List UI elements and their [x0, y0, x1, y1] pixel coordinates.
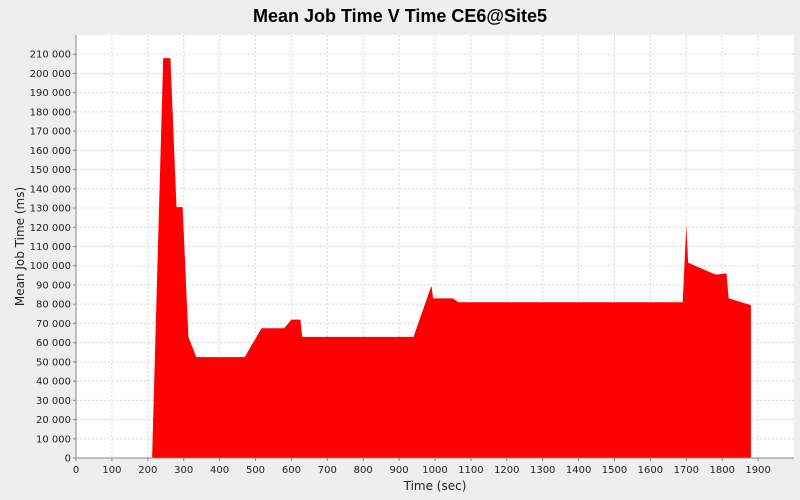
x-tick-label: 1400: [566, 465, 591, 476]
y-tick-label: 70 000: [36, 319, 71, 330]
x-tick-label: 700: [318, 465, 337, 476]
chart-title: Mean Job Time V Time CE6@Site5: [253, 6, 547, 26]
x-axis-ticks: 0 100 200 300 400 500 600 700 800 900 1000 1100 1200…: [73, 458, 771, 476]
y-tick-label: 180 000: [30, 107, 71, 118]
x-tick-label: 1800: [709, 465, 734, 476]
series-layer: [152, 58, 751, 458]
y-tick-label: 160 000: [30, 146, 71, 157]
y-tick-label: 190 000: [30, 88, 71, 99]
x-tick-label: 1600: [638, 465, 663, 476]
y-tick-label: 20 000: [36, 415, 71, 426]
y-tick-label: 60 000: [36, 338, 71, 349]
x-tick-label: 1500: [602, 465, 627, 476]
x-tick-label: 1900: [745, 465, 770, 476]
y-tick-label: 40 000: [36, 377, 71, 388]
y-tick-label: 150 000: [30, 165, 71, 176]
y-tick-label: 10 000: [36, 434, 71, 445]
x-tick-label: 300: [174, 465, 193, 476]
y-tick-label: 100 000: [30, 261, 71, 272]
x-tick-label: 0: [73, 465, 79, 476]
y-tick-label: 170 000: [30, 127, 71, 138]
series-area: [152, 58, 751, 458]
y-tick-label: 90 000: [36, 280, 71, 291]
x-tick-label: 400: [210, 465, 229, 476]
x-tick-label: 600: [282, 465, 301, 476]
x-tick-label: 500: [246, 465, 265, 476]
x-tick-label: 1000: [422, 465, 447, 476]
y-axis-label: Mean Job Time (ms): [13, 187, 27, 306]
y-tick-label: 140 000: [30, 184, 71, 195]
x-tick-label: 1300: [530, 465, 555, 476]
y-tick-label: 30 000: [36, 396, 71, 407]
y-tick-label: 0: [65, 454, 71, 465]
x-tick-label: 900: [390, 465, 409, 476]
y-axis-ticks: 0 10 000 20 000 30 000 40 000 50 000 60 000 70 …: [30, 50, 76, 465]
y-tick-label: 210 000: [30, 50, 71, 61]
x-tick-label: 1100: [458, 465, 483, 476]
y-tick-label: 120 000: [30, 223, 71, 234]
y-tick-label: 200 000: [30, 69, 71, 80]
x-tick-label: 100: [102, 465, 121, 476]
x-tick-label: 800: [354, 465, 373, 476]
y-tick-label: 80 000: [36, 300, 71, 311]
y-tick-label: 50 000: [36, 357, 71, 368]
x-tick-label: 200: [138, 465, 157, 476]
y-tick-label: 130 000: [30, 204, 71, 215]
y-tick-label: 110 000: [30, 242, 71, 253]
x-tick-label: 1200: [494, 465, 519, 476]
x-axis-label: Time (sec): [403, 479, 467, 493]
x-tick-label: 1700: [674, 465, 699, 476]
